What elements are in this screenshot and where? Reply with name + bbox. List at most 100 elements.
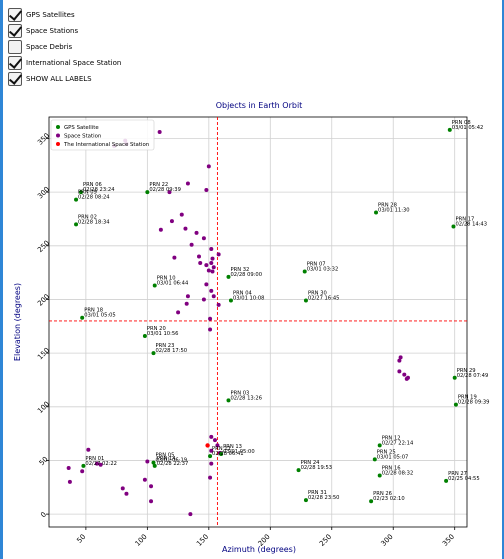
space-station-point bbox=[149, 499, 154, 504]
gps-satellites-checkbox[interactable] bbox=[8, 8, 22, 22]
space-station-point bbox=[211, 265, 216, 270]
gps-satellite-point bbox=[302, 269, 307, 274]
gps-satellite-label: PRN 24 bbox=[301, 460, 321, 466]
space-station-point bbox=[211, 294, 216, 299]
space-station-point bbox=[145, 459, 150, 464]
space-station-point bbox=[67, 479, 72, 484]
space-station-point bbox=[208, 475, 213, 480]
space-station-point bbox=[201, 297, 206, 302]
space-station-point bbox=[397, 358, 402, 363]
legend-box bbox=[50, 119, 155, 151]
gps-satellite-label: PRN 19 bbox=[458, 395, 477, 401]
space-station-point bbox=[194, 230, 199, 235]
gps-satellite-label: PRN 14 bbox=[157, 456, 177, 462]
gps-satellite-time: 02/25 04:55 bbox=[448, 476, 480, 482]
gps-satellite-time: 02/23 02:10 bbox=[373, 496, 405, 502]
gps-satellite-point bbox=[142, 333, 147, 338]
legend-marker bbox=[56, 133, 60, 138]
space-stations-checkbox[interactable] bbox=[8, 24, 22, 38]
gps-satellite-time: 03/01 03:32 bbox=[307, 267, 339, 273]
show-all-labels-toggle[interactable]: SHOW ALL LABELS bbox=[8, 71, 121, 87]
gps-satellite-time: 02/28 13:26 bbox=[230, 395, 262, 401]
gps-satellite-point bbox=[74, 197, 79, 202]
gps-satellite-label: PRN 07 bbox=[307, 262, 326, 268]
iss-checkbox[interactable] bbox=[8, 56, 22, 70]
space-station-point bbox=[185, 294, 190, 299]
gps-satellite-time: 02/28 09:39 bbox=[458, 400, 490, 406]
space-station-point bbox=[179, 212, 184, 217]
iss-point bbox=[205, 443, 210, 448]
gps-satellite-label: PRN 27 bbox=[448, 471, 467, 477]
gps-satellite-time: 02/28 22:37 bbox=[157, 461, 189, 467]
gps-satellite-label: PRN 18 bbox=[84, 308, 103, 314]
gps-satellite-label: PRN 16 bbox=[382, 465, 401, 471]
gps-satellite-label: PRN 23 bbox=[156, 343, 175, 349]
filter-controls: GPS Satellites Space Stations Space Debr… bbox=[8, 7, 121, 87]
space-station-point bbox=[201, 236, 206, 241]
space-station-point bbox=[189, 242, 194, 247]
iss-toggle[interactable]: International Space Station bbox=[8, 55, 121, 71]
gps-satellite-time: 03/01 06:44 bbox=[157, 281, 189, 287]
gps-satellite-time: 02/28 17:50 bbox=[156, 348, 188, 354]
gps-satellite-time: 02/28 19:53 bbox=[301, 465, 333, 471]
space-station-point bbox=[216, 252, 221, 257]
space-station-point bbox=[206, 164, 211, 169]
gps-satellite-label: PRN 02 bbox=[78, 214, 97, 220]
space-debris-checkbox[interactable] bbox=[8, 40, 22, 54]
space-debris-label: Space Debris bbox=[26, 43, 73, 51]
x-tick-label: 300 bbox=[380, 533, 395, 548]
space-station-point bbox=[210, 256, 215, 261]
gps-satellite-time: 02/28 08:24 bbox=[78, 195, 110, 201]
gps-satellite-time: 02/28 07:49 bbox=[457, 373, 489, 379]
space-station-point bbox=[169, 219, 174, 224]
space-station-point bbox=[209, 260, 214, 265]
gps-satellite-label: PRN 17 bbox=[455, 216, 474, 222]
chart-title: Objects in Earth Orbit bbox=[216, 101, 303, 110]
gps-satellite-label: PRN 09 bbox=[78, 190, 97, 196]
gps-satellite-time: 02/27 16:45 bbox=[308, 296, 340, 302]
y-axis-label: Elevation (degrees) bbox=[13, 283, 22, 361]
space-station-point bbox=[209, 461, 214, 466]
space-station-point bbox=[124, 491, 129, 496]
plot-frame bbox=[48, 116, 468, 528]
space-station-point bbox=[188, 512, 193, 517]
gps-satellite-label: PRN 13 bbox=[223, 444, 242, 450]
gps-satellite-point bbox=[74, 222, 79, 227]
space-station-point bbox=[120, 486, 125, 491]
gps-satellite-label: PRN 12 bbox=[382, 435, 401, 441]
gps-satellite-label: PRN 05 bbox=[156, 453, 175, 459]
space-station-point bbox=[210, 269, 215, 274]
gps-satellite-point bbox=[451, 224, 456, 229]
window-border-left bbox=[0, 0, 3, 559]
space-station-point bbox=[183, 226, 188, 231]
show-all-labels-checkbox[interactable] bbox=[8, 72, 22, 86]
gps-satellite-time: 02/28 23:50 bbox=[308, 495, 340, 501]
gps-satellite-point bbox=[444, 478, 449, 483]
gps-satellite-time: 02/28 08:32 bbox=[382, 470, 414, 476]
legend-marker bbox=[56, 125, 60, 129]
show-all-labels-label: SHOW ALL LABELS bbox=[26, 75, 92, 83]
gps-satellite-point bbox=[151, 460, 156, 465]
gps-satellite-point bbox=[80, 315, 85, 320]
gps-satellite-label: PRN 11 bbox=[212, 446, 231, 452]
space-station-point bbox=[157, 130, 162, 135]
space-station-point bbox=[172, 255, 177, 260]
space-debris-toggle[interactable]: Space Debris bbox=[8, 39, 121, 55]
gps-satellite-point bbox=[152, 283, 157, 288]
legend-label: Space Station bbox=[64, 134, 101, 140]
gps-satellite-point bbox=[208, 454, 213, 459]
gps-satellites-toggle[interactable]: GPS Satellites bbox=[8, 7, 121, 23]
gps-satellite-point bbox=[226, 274, 231, 279]
space-station-point bbox=[198, 260, 203, 265]
space-station-point bbox=[86, 447, 91, 452]
gps-satellite-time: 03/01 05:42 bbox=[452, 125, 484, 131]
space-stations-toggle[interactable]: Space Stations bbox=[8, 23, 121, 39]
x-tick-label: 50 bbox=[75, 533, 87, 545]
x-tick-label: 350 bbox=[441, 533, 456, 548]
gps-satellite-point bbox=[374, 210, 379, 215]
gps-satellite-time: 02/28 23:24 bbox=[83, 187, 115, 193]
space-station-point bbox=[184, 301, 189, 306]
gps-satellite-label: PRN 10 bbox=[157, 276, 176, 282]
gps-satellite-point bbox=[296, 468, 301, 473]
gps-satellite-point bbox=[303, 498, 308, 503]
